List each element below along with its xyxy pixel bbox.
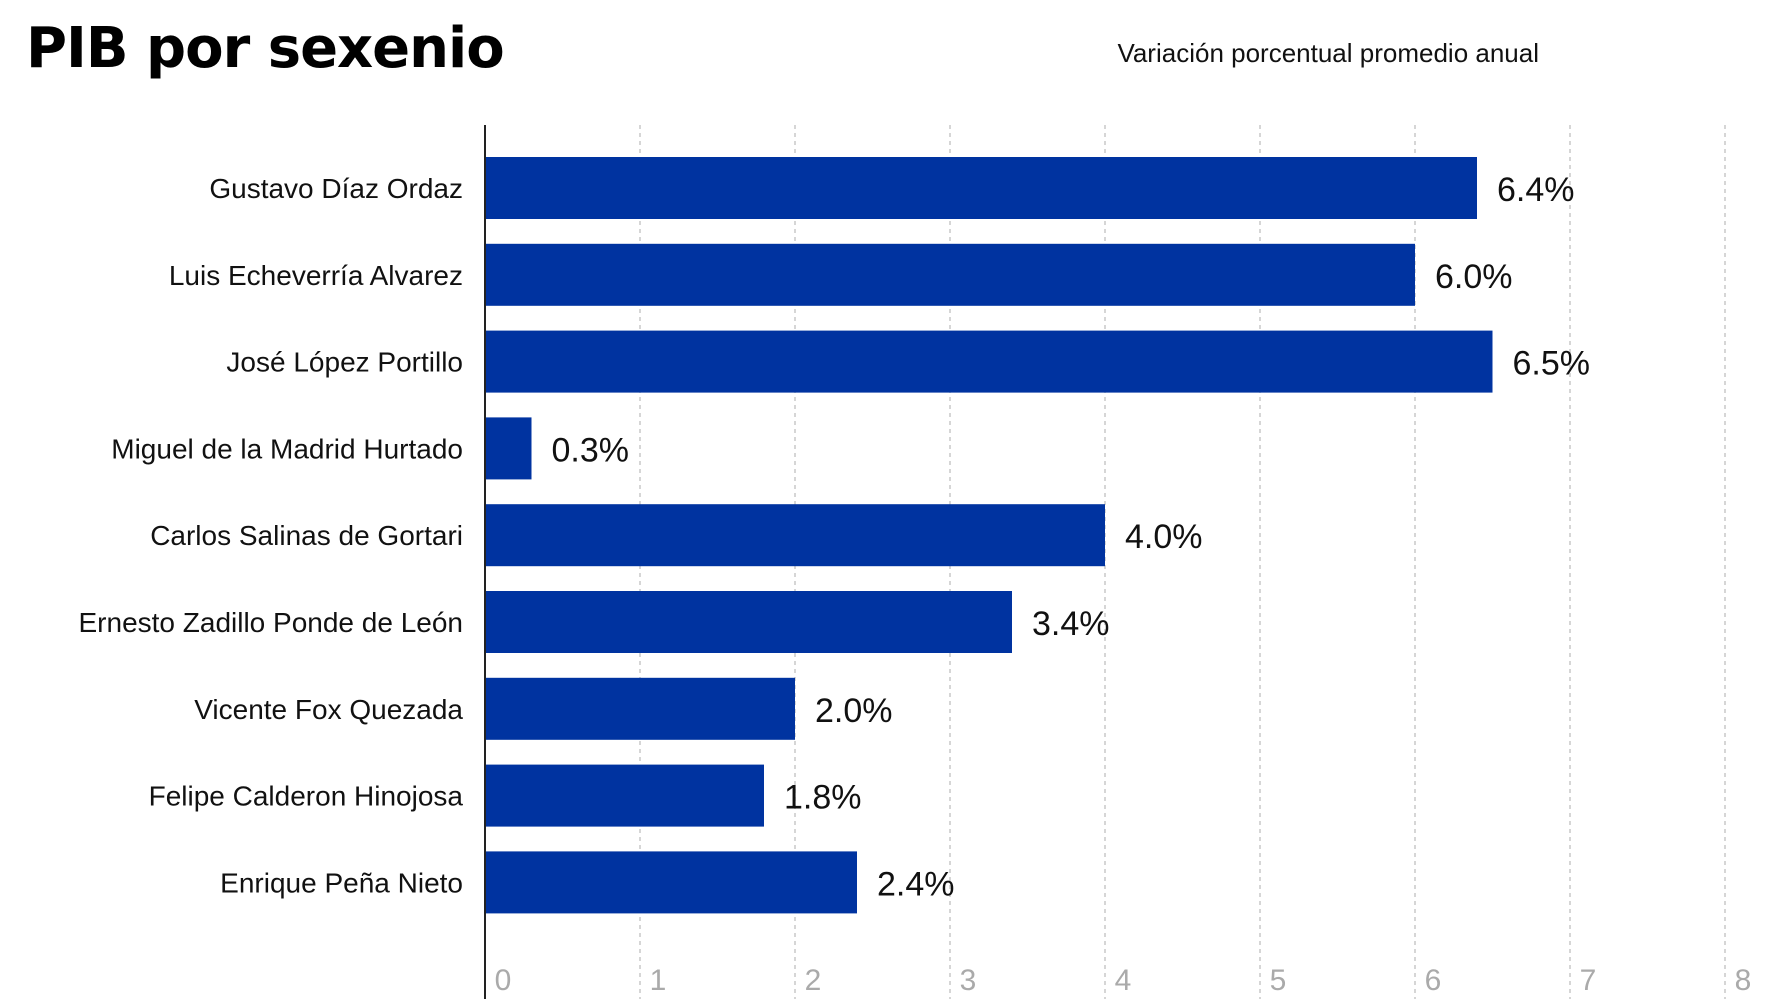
category-label: Carlos Salinas de Gortari	[150, 520, 463, 551]
category-label: José López Portillo	[226, 347, 463, 378]
x-tick-label: 4	[1115, 964, 1132, 997]
value-label: 6.0%	[1435, 258, 1513, 296]
bar	[485, 243, 1415, 306]
x-tick-label: 7	[1580, 964, 1597, 997]
bar	[485, 591, 1012, 653]
x-tick-label: 2	[805, 964, 822, 997]
value-label: 6.4%	[1497, 171, 1575, 209]
bar	[485, 764, 764, 827]
category-label: Felipe Calderon Hinojosa	[149, 781, 464, 812]
value-label: 3.4%	[1032, 605, 1110, 643]
category-label: Vicente Fox Quezada	[194, 694, 463, 725]
x-tick-label: 0	[495, 964, 512, 997]
bars-layer	[485, 157, 1493, 914]
value-label: 1.8%	[784, 779, 862, 817]
category-label: Luis Echeverría Alvarez	[169, 260, 463, 291]
category-label: Miguel de la Madrid Hurtado	[111, 433, 463, 464]
category-label: Ernesto Zadillo Ponde de León	[79, 607, 464, 638]
x-tick-label: 5	[1270, 964, 1287, 997]
bar	[485, 417, 532, 480]
value-label: 6.5%	[1513, 345, 1591, 383]
bar	[485, 851, 857, 914]
category-label: Gustavo Díaz Ordaz	[209, 173, 463, 204]
ticks-layer: 0 1 2 3 4 5 6 7 8	[495, 964, 1752, 997]
bar	[485, 504, 1105, 567]
bar	[485, 330, 1493, 393]
x-tick-label: 6	[1425, 964, 1442, 997]
labels-layer: Gustavo Díaz Ordaz 6.4% Luis Echeverría Al…	[79, 171, 1591, 903]
value-label: 2.0%	[815, 692, 893, 730]
category-label: Enrique Peña Nieto	[220, 867, 463, 898]
value-label: 4.0%	[1125, 518, 1203, 556]
x-tick-label: 1	[650, 964, 667, 997]
bar	[485, 157, 1477, 219]
chart-subtitle: Variación porcentual promedio anual	[1117, 38, 1539, 68]
value-label: 0.3%	[552, 431, 630, 469]
bar	[485, 677, 795, 740]
value-label: 2.4%	[877, 865, 955, 903]
x-tick-label: 8	[1735, 964, 1752, 997]
chart-title: PIB por sexenio	[26, 16, 505, 81]
x-tick-label: 3	[960, 964, 977, 997]
